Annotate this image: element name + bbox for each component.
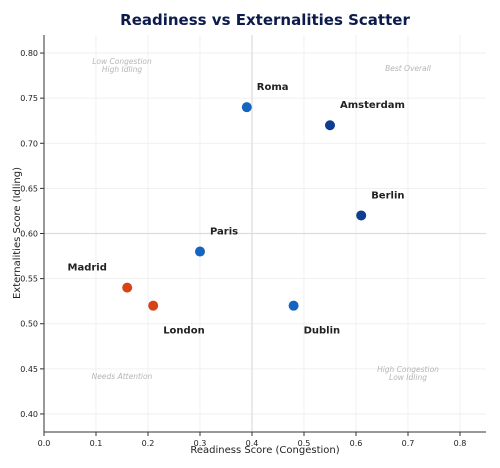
- point-label: London: [163, 326, 205, 337]
- quadrant-annotation: Low Idling: [389, 373, 427, 382]
- reference-lines: [44, 35, 486, 432]
- y-tick-label: 0.70: [20, 139, 38, 148]
- data-point: [195, 246, 205, 257]
- x-tick-label: 0.0: [38, 439, 51, 448]
- data-points: [122, 102, 367, 311]
- point-label: Madrid: [68, 263, 107, 274]
- point-label: Roma: [257, 82, 289, 93]
- x-tick-label: 0.4: [246, 439, 259, 448]
- y-tick-label: 0.80: [20, 49, 38, 58]
- point-label: Berlin: [371, 190, 404, 201]
- data-point: [288, 300, 299, 311]
- chart-title: Readiness vs Externalities Scatter: [120, 11, 410, 29]
- quadrant-annotation: Best Overall: [385, 64, 432, 73]
- y-tick-label: 0.40: [20, 410, 38, 419]
- y-tick-label: 0.65: [20, 184, 38, 193]
- x-tick-label: 0.5: [298, 439, 311, 448]
- x-tick-label: 0.2: [142, 439, 155, 448]
- axes: 0.0 0.1 0.2 0.3 0.4 0.5 0.6 0.7 0.8 0.40 0.45 0.50 0…: [20, 35, 486, 448]
- quadrant-annotation: Needs Attention: [92, 372, 153, 381]
- quadrant-annotation: Low Congestion: [92, 57, 152, 66]
- data-point: [122, 282, 133, 293]
- quadrant-annotation: High Idling: [102, 65, 143, 74]
- x-axis-label: Readiness Score (Congestion): [190, 445, 339, 456]
- x-tick-label: 0.8: [454, 439, 467, 448]
- data-point: [325, 120, 335, 131]
- point-labels: Roma Amsterdam Berlin Paris Madrid London Dubl…: [68, 82, 405, 337]
- y-tick-label: 0.50: [20, 320, 38, 329]
- y-tick-label: 0.60: [20, 230, 38, 239]
- data-point: [241, 102, 252, 113]
- y-tick-label: 0.75: [20, 94, 38, 103]
- point-label: Dublin: [304, 326, 341, 337]
- quadrant-annotation: High Congestion: [377, 365, 439, 374]
- x-tick-label: 0.1: [90, 439, 103, 448]
- point-label: Amsterdam: [340, 100, 405, 111]
- x-tick-label: 0.7: [402, 439, 415, 448]
- x-tick-label: 0.6: [350, 439, 363, 448]
- point-label: Paris: [210, 227, 238, 238]
- data-point: [148, 300, 159, 311]
- y-axis-label: Externalities Score (Idling): [12, 167, 23, 299]
- x-tick-label: 0.3: [194, 439, 207, 448]
- data-point: [356, 210, 367, 221]
- y-tick-label: 0.55: [20, 275, 38, 284]
- y-tick-label: 0.45: [20, 365, 38, 374]
